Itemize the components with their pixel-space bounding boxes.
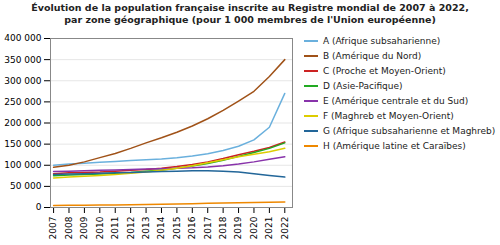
html-text:A (Afrique subsaharienne): A (Afrique subsaharienne) <box>323 36 441 46</box>
html-text:C (Proche et Moyen-Orient): C (Proche et Moyen-Orient) <box>323 66 446 76</box>
html-text:G (Afrique subsaharienne et Ma: G (Afrique subsaharienne et Maghreb) <box>323 126 496 136</box>
svg-text:150 000: 150 000 <box>4 139 41 149</box>
svg-text:2016: 2016 <box>187 216 197 239</box>
svg-text:2021: 2021 <box>264 217 274 240</box>
svg-text:2017: 2017 <box>203 217 213 240</box>
svg-text:2022: 2022 <box>280 217 290 240</box>
svg-text:350 000: 350 000 <box>4 55 41 65</box>
svg-text:100 000: 100 000 <box>4 160 41 170</box>
svg-text:2019: 2019 <box>233 216 243 239</box>
svg-text:300 000: 300 000 <box>4 76 41 86</box>
svg-text:2009: 2009 <box>79 216 89 239</box>
html-text:B (Amérique du Nord): B (Amérique du Nord) <box>323 51 422 61</box>
svg-text:2011: 2011 <box>110 217 120 240</box>
svg-text:2012: 2012 <box>126 217 136 240</box>
html-text:D (Asie-Pacifique): D (Asie-Pacifique) <box>323 81 403 91</box>
html-text:F (Maghreb et Moyen-Orient): F (Maghreb et Moyen-Orient) <box>323 111 454 121</box>
svg-text:0: 0 <box>36 202 42 212</box>
svg-text:2013: 2013 <box>141 217 151 240</box>
html-text:Évolution de la population fra: Évolution de la population française ins… <box>31 2 469 25</box>
svg-text:2014: 2014 <box>156 216 166 239</box>
svg-text:2007: 2007 <box>48 217 58 240</box>
svg-text:250 000: 250 000 <box>4 97 41 107</box>
svg-text:200 000: 200 000 <box>4 118 41 128</box>
svg-text:2020: 2020 <box>249 216 259 239</box>
svg-text:2008: 2008 <box>64 216 74 239</box>
svg-text:50 000: 50 000 <box>10 181 42 191</box>
svg-text:2015: 2015 <box>172 217 182 240</box>
svg-text:400 000: 400 000 <box>4 33 41 43</box>
html-text:H (Amérique latine et Caraïbes: H (Amérique latine et Caraïbes) <box>323 141 466 151</box>
html-text:E (Amérique centrale et du Sud: E (Amérique centrale et du Sud) <box>323 96 469 106</box>
svg-text:2018: 2018 <box>218 216 228 239</box>
svg-text:2010: 2010 <box>95 216 105 239</box>
